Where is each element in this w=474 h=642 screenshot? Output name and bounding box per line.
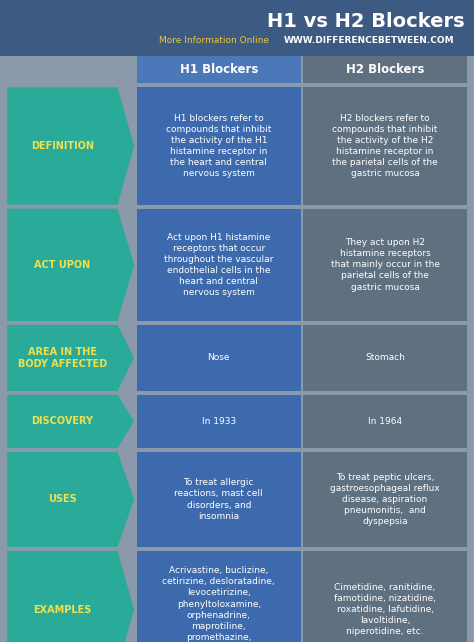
FancyBboxPatch shape bbox=[137, 325, 301, 391]
Text: H1 blockers refer to
compounds that inhibit
the activity of the H1
histamine rec: H1 blockers refer to compounds that inhi… bbox=[166, 114, 272, 178]
Text: AREA IN THE
BODY AFFECTED: AREA IN THE BODY AFFECTED bbox=[18, 347, 107, 369]
FancyBboxPatch shape bbox=[137, 395, 301, 448]
Polygon shape bbox=[7, 452, 134, 547]
Text: USES: USES bbox=[48, 494, 77, 505]
Polygon shape bbox=[7, 395, 134, 448]
FancyBboxPatch shape bbox=[303, 452, 467, 547]
Polygon shape bbox=[7, 87, 134, 205]
FancyBboxPatch shape bbox=[137, 551, 301, 642]
FancyBboxPatch shape bbox=[137, 87, 301, 205]
Text: ACT UPON: ACT UPON bbox=[34, 260, 91, 270]
FancyBboxPatch shape bbox=[303, 56, 467, 83]
Text: To treat peptic ulcers,
gastroesophageal reflux
disease, aspiration
pneumonitis,: To treat peptic ulcers, gastroesophageal… bbox=[330, 473, 440, 526]
FancyBboxPatch shape bbox=[137, 452, 301, 547]
Polygon shape bbox=[7, 325, 134, 391]
FancyBboxPatch shape bbox=[137, 56, 301, 83]
Text: They act upon H2
histamine receptors
that mainly occur in the
parietal cells of : They act upon H2 histamine receptors tha… bbox=[331, 238, 439, 291]
Text: Stomach: Stomach bbox=[365, 353, 405, 363]
Text: In 1933: In 1933 bbox=[201, 417, 236, 426]
Text: Act upon H1 histamine
receptors that occur
throughout the vascular
endothelial c: Act upon H1 histamine receptors that occ… bbox=[164, 232, 273, 297]
FancyBboxPatch shape bbox=[303, 325, 467, 391]
Text: DEFINITION: DEFINITION bbox=[31, 141, 94, 151]
FancyBboxPatch shape bbox=[303, 395, 467, 448]
Text: In 1964: In 1964 bbox=[368, 417, 402, 426]
Text: Acrivastine, buclizine,
cetirizine, desloratadine,
levocetirizine,
phenyltoloxam: Acrivastine, buclizine, cetirizine, desl… bbox=[163, 566, 275, 642]
FancyBboxPatch shape bbox=[303, 209, 467, 321]
Text: WWW.DIFFERENCEBETWEEN.COM: WWW.DIFFERENCEBETWEEN.COM bbox=[283, 36, 454, 45]
Text: Nose: Nose bbox=[208, 353, 230, 363]
FancyBboxPatch shape bbox=[303, 551, 467, 642]
FancyBboxPatch shape bbox=[0, 0, 474, 56]
Text: Cimetidine, ranitidine,
famotidine, nizatidine,
roxatidine, lafutidine,
lavoltid: Cimetidine, ranitidine, famotidine, niza… bbox=[334, 583, 436, 636]
Text: H1 vs H2 Blockers: H1 vs H2 Blockers bbox=[267, 12, 465, 31]
Polygon shape bbox=[7, 209, 134, 321]
Text: DISCOVERY: DISCOVERY bbox=[31, 417, 93, 426]
Text: H2 blockers refer to
compounds that inhibit
the activity of the H2
histamine rec: H2 blockers refer to compounds that inhi… bbox=[332, 114, 438, 178]
FancyBboxPatch shape bbox=[303, 87, 467, 205]
Text: To treat allergic
reactions, mast cell
disorders, and
insomnia: To treat allergic reactions, mast cell d… bbox=[174, 478, 263, 521]
FancyBboxPatch shape bbox=[137, 209, 301, 321]
Text: H1 Blockers: H1 Blockers bbox=[180, 64, 258, 76]
Text: More Information Online: More Information Online bbox=[159, 36, 269, 45]
Text: H2 Blockers: H2 Blockers bbox=[346, 64, 424, 76]
Text: EXAMPLES: EXAMPLES bbox=[33, 605, 91, 614]
Polygon shape bbox=[7, 551, 134, 642]
